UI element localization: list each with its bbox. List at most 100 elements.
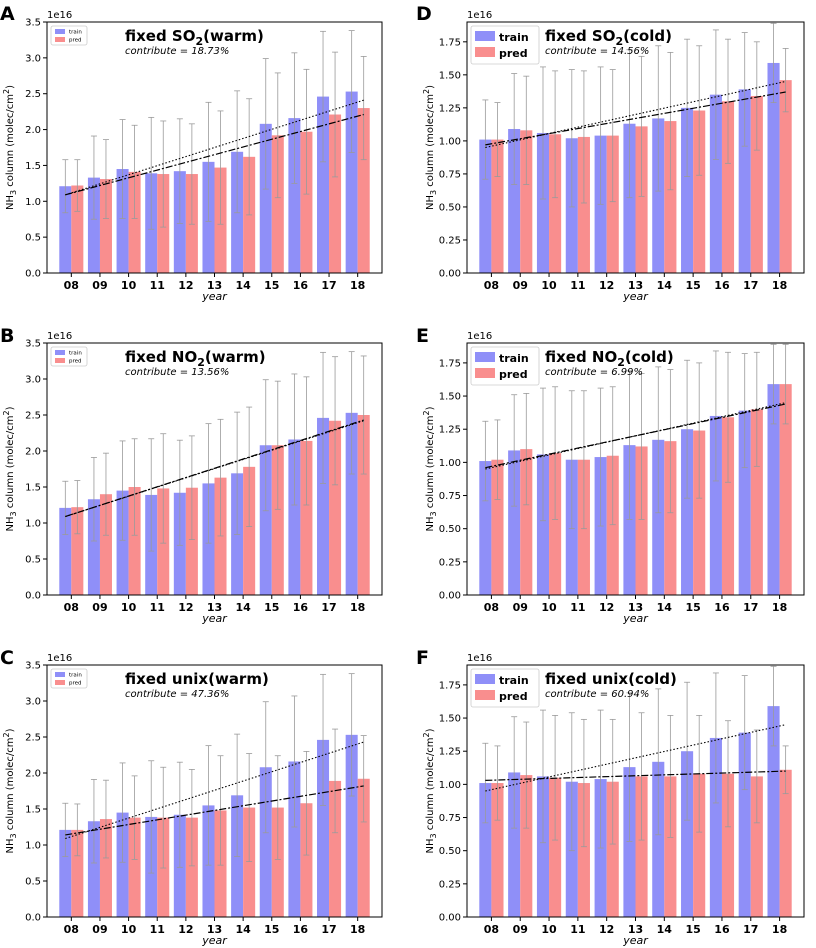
contribute-label: contribute = 14.56%	[545, 46, 649, 57]
legend-label-train: train	[69, 351, 82, 357]
y-tick-label: 2.0	[25, 447, 41, 458]
y-tick-label: 1.75	[439, 680, 461, 691]
bar-pred-15	[271, 445, 284, 595]
contribute-label: contribute = 18.73%	[125, 46, 229, 57]
panel-letter: A	[0, 3, 15, 25]
y-tick-label: 1.00	[439, 780, 461, 791]
x-tick-label: 12	[178, 923, 193, 936]
bar-pred-10	[128, 171, 141, 273]
y-tick-label: 0.25	[439, 879, 461, 890]
y-label-subscript: 3	[9, 190, 18, 195]
x-tick-label: 08	[484, 923, 499, 936]
legend-swatch-pred	[475, 47, 495, 57]
bar-pred-17	[329, 780, 342, 917]
y-axis-label: NH3 column (molec/cm2)	[2, 85, 18, 210]
y-tick-label: 1.00	[439, 458, 461, 469]
chart-panel-f: F 1e16 0.00 0.25 0.50 0.75 1.00 1.25 1.50 1.75 08 0…	[416, 647, 805, 947]
chart-panel-d: D 1e16 0.00 0.25 0.50 0.75 1.00 1.25 1.50 1.75 08 0…	[416, 3, 805, 303]
bar-pred-14	[664, 776, 677, 917]
bar-pred-08	[71, 829, 84, 917]
chart-title: fixed SO2(warm)	[125, 27, 264, 48]
bar-pred-16	[721, 773, 735, 917]
x-tick-label: 13	[628, 279, 643, 292]
bar-pred-18	[357, 778, 370, 917]
x-tick-label: 13	[207, 279, 222, 292]
y-label-subscript: 3	[429, 190, 438, 195]
bar-pred-17	[750, 95, 763, 274]
bar-pred-15	[271, 135, 284, 273]
legend-label-train: train	[499, 674, 529, 687]
x-tick-label: 18	[350, 601, 365, 614]
y-label-superscript: 2	[2, 410, 11, 415]
bar-train-17	[738, 732, 751, 917]
x-tick-label: 09	[513, 279, 528, 292]
y-tick-label: 2.0	[25, 769, 41, 780]
bar-train-17	[317, 96, 330, 273]
axis-offset-label: 1e16	[47, 653, 72, 664]
y-tick-label: 1.0	[25, 197, 41, 208]
bar-train-16	[709, 415, 722, 595]
bar-train-09	[508, 450, 521, 595]
chart-title: fixed NO2(warm)	[125, 348, 266, 369]
x-tick-label: 11	[570, 601, 585, 614]
y-label-part: )	[425, 85, 436, 89]
y-label-superscript: 2	[2, 89, 11, 94]
y-tick-label: 3.5	[25, 339, 41, 350]
bar-pred-10	[128, 817, 141, 917]
bar-train-15	[681, 751, 694, 917]
y-label-part: column (molec/cm	[5, 737, 16, 833]
bar-train-16	[709, 737, 722, 917]
y-label-part: NH	[425, 195, 436, 210]
x-tick-label: 17	[321, 601, 336, 614]
bar-pred-16	[300, 440, 313, 595]
y-tick-label: 3.0	[25, 697, 41, 708]
bar-train-14	[652, 439, 665, 595]
bar-train-08	[59, 829, 72, 917]
title-part: fixed unix(cold)	[545, 670, 677, 688]
bar-train-13	[623, 445, 636, 595]
bar-pred-12	[185, 487, 198, 595]
bar-pred-16	[721, 101, 735, 274]
bar-pred-15	[693, 110, 706, 273]
bar-train-16	[709, 94, 722, 273]
panel-letter: F	[416, 647, 429, 669]
x-tick-label: 13	[207, 923, 222, 936]
bar-train-09	[87, 821, 100, 917]
legend-swatch-pred	[475, 368, 495, 378]
bar-train-08	[59, 186, 72, 273]
bar-pred-18	[779, 769, 792, 917]
x-tick-label: 12	[599, 279, 614, 292]
trend-line-train	[485, 724, 786, 792]
y-tick-label: 1.0	[25, 519, 41, 530]
bar-pred-18	[357, 415, 370, 595]
title-part: fixed SO	[125, 27, 195, 45]
bar-train-08	[479, 783, 492, 917]
bar-pred-10	[549, 134, 562, 273]
x-tick-label: 14	[235, 923, 251, 936]
title-part: (warm)	[205, 348, 266, 366]
y-tick-label: 0.25	[439, 557, 461, 568]
panel-letter: C	[0, 647, 14, 669]
y-label-subscript: 3	[429, 833, 438, 838]
x-tick-label: 15	[264, 601, 279, 614]
bar-train-13	[623, 767, 636, 917]
x-tick-label: 11	[570, 279, 585, 292]
bar-train-10	[116, 490, 129, 595]
y-tick-label: 3.5	[25, 18, 41, 29]
bar-train-10	[116, 169, 129, 273]
y-label-part: )	[425, 728, 436, 732]
legend-label-pred: pred	[69, 359, 82, 365]
legend-label-pred: pred	[499, 47, 528, 60]
bar-pred-16	[300, 131, 313, 273]
bar-pred-15	[693, 773, 706, 917]
x-tick-label: 08	[64, 601, 79, 614]
y-tick-label: 0.50	[439, 524, 461, 535]
legend-swatch-train	[55, 350, 65, 355]
bar-pred-08	[491, 783, 504, 917]
y-label-subscript: 3	[9, 833, 18, 838]
bar-train-15	[259, 445, 272, 595]
y-label-superscript: 2	[422, 732, 431, 737]
chart-title: fixed SO2(cold)	[545, 27, 672, 48]
y-label-subscript: 3	[429, 511, 438, 516]
